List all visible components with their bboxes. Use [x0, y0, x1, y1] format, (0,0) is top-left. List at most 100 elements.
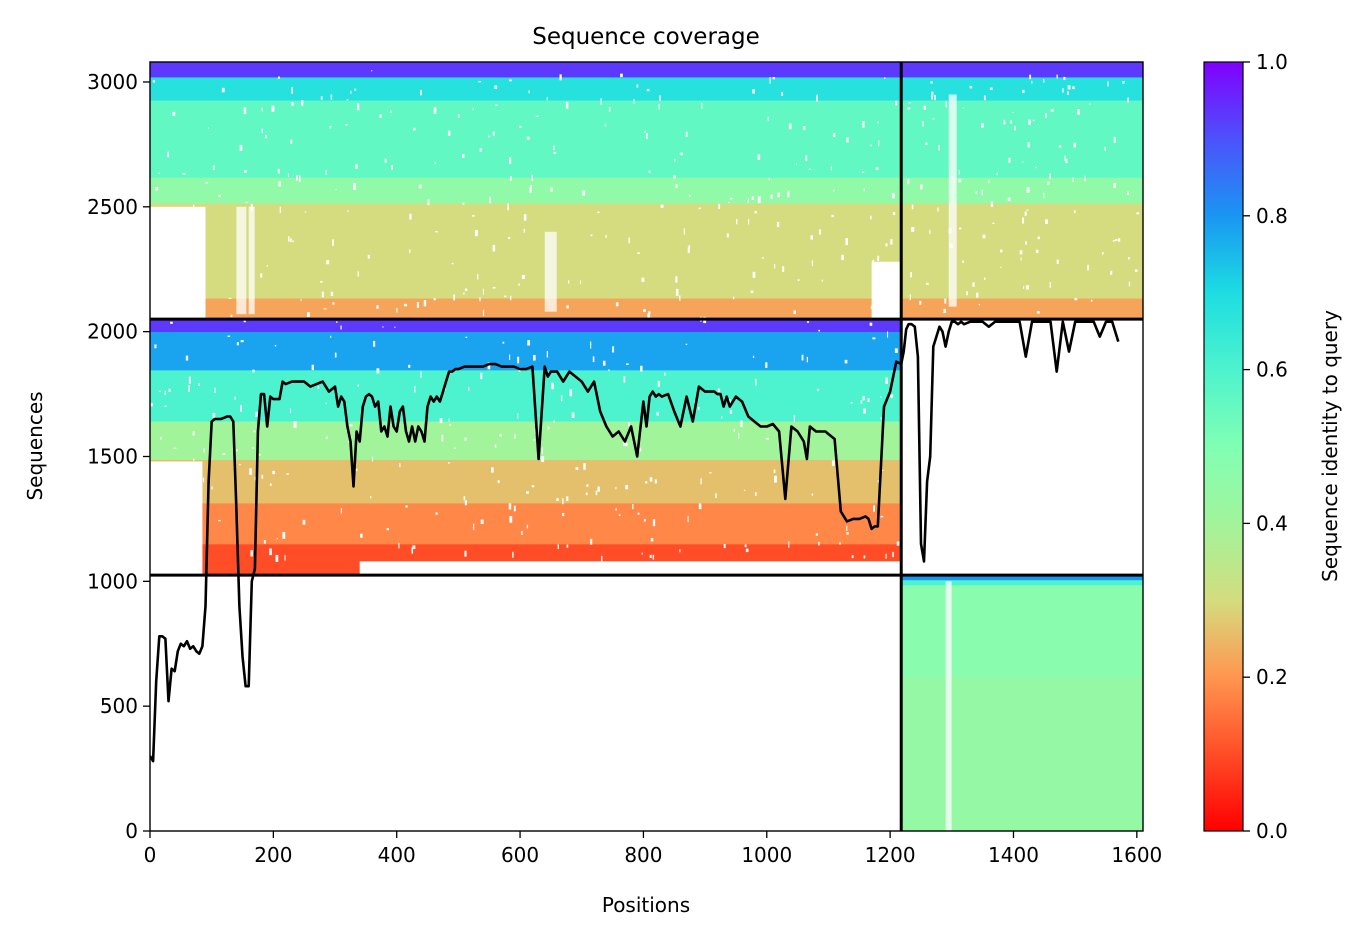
gap-speckle [355, 164, 358, 169]
gap-speckle [409, 213, 412, 220]
gap-speckle [547, 426, 550, 430]
gap-speckle [885, 377, 888, 385]
gap-speckle [423, 300, 427, 307]
gap-speckle [535, 115, 539, 117]
gap-speckle [367, 254, 370, 259]
gap-speckle [721, 415, 723, 419]
gap-speckle [560, 395, 563, 402]
gap-speckle [199, 253, 202, 260]
gap-speckle [566, 496, 569, 502]
gap-speckle [1022, 161, 1024, 163]
gap-speckle [937, 207, 939, 212]
gap-speckle [1113, 182, 1117, 188]
gap-speckle [290, 139, 293, 144]
gap-speckle [467, 387, 470, 391]
gap-speckle [464, 550, 467, 557]
gap-speckle [508, 157, 512, 164]
gap-speckle [202, 477, 205, 483]
gap-speckle [907, 107, 911, 110]
gap-speckle [885, 553, 887, 559]
gap-speckle [396, 307, 398, 313]
gap-speckle [885, 243, 888, 247]
gap-speckle [409, 249, 411, 254]
y-tick-label: 500 [100, 694, 138, 718]
heat-band [901, 575, 1143, 581]
gap-speckle [612, 346, 615, 353]
gap-speckle [646, 132, 648, 139]
gap-speckle [553, 145, 555, 151]
gap-speckle [992, 222, 995, 225]
gap-speckle [833, 132, 836, 138]
gap-speckle [989, 87, 993, 90]
gap-speckle [1022, 217, 1025, 224]
gap-speckle [448, 418, 450, 422]
gap-speckle [372, 456, 374, 462]
gap-speckle [527, 340, 531, 346]
gap-speckle [869, 322, 873, 326]
gap-speckle [890, 394, 894, 398]
gap-speckle [907, 178, 910, 185]
gap-speckle [845, 238, 848, 246]
gap-speckle [880, 515, 884, 518]
gap-speckle [875, 167, 879, 170]
y-axis-label: Sequences [23, 391, 47, 500]
gap-speckle [806, 321, 810, 323]
gap-speckle [394, 326, 396, 328]
gap-speckle [1073, 142, 1077, 148]
gap-speckle [416, 302, 419, 308]
heat-band [150, 503, 902, 545]
gap-speckle [673, 175, 676, 179]
gap-speckle [521, 275, 525, 280]
plot-frame [149, 61, 1144, 832]
gap-speckle [872, 259, 875, 263]
gap-speckle [926, 282, 929, 285]
gap-speckle [261, 128, 263, 134]
gap-speckle [250, 203, 253, 211]
gap-speckle [1024, 211, 1027, 216]
gap-speckle [508, 503, 512, 510]
gap-speckle [384, 158, 387, 163]
gap-speckle [595, 490, 598, 496]
gap-speckle [867, 398, 870, 403]
gap-speckle [449, 424, 452, 426]
gap-speckle [311, 364, 315, 371]
gap-speckle [164, 405, 167, 407]
gap-speckle [439, 417, 443, 424]
gap-speckle [376, 305, 379, 309]
gap-speckle [1049, 281, 1051, 288]
gap-speckle [155, 264, 158, 268]
gap-speckle [531, 174, 534, 181]
gap-speckle [240, 340, 244, 343]
gap-speckle [260, 273, 263, 278]
x-tick-label: 600 [501, 843, 539, 867]
gap-speckle [272, 470, 276, 475]
gap-speckle [608, 106, 611, 112]
gap-speckle [1067, 85, 1071, 90]
gap-speckle [269, 483, 272, 486]
gap-speckle [1012, 111, 1014, 113]
gap-speckle [1090, 299, 1093, 302]
gap-speckle [757, 154, 761, 160]
gap-stripe [544, 231, 557, 312]
gap-speckle [420, 371, 422, 378]
gap-speckle [480, 372, 483, 380]
gap-speckle [1087, 264, 1089, 271]
gap-speckle [243, 319, 246, 323]
heat-band [150, 370, 902, 423]
gap-speckle [571, 412, 575, 419]
gap-speckle [207, 127, 210, 129]
gap-speckle [983, 277, 986, 280]
gap-speckle [969, 85, 973, 89]
gap-speckle [983, 95, 986, 101]
gap-speckle [158, 172, 160, 175]
gap-speckle [252, 447, 255, 449]
gap-speckle [373, 340, 376, 347]
gap-speckle [1122, 81, 1125, 84]
gap-speckle [754, 210, 757, 214]
gap-speckle [637, 512, 640, 515]
gap-speckle [877, 480, 880, 483]
gap-speckle [752, 355, 755, 358]
gap-speckle [320, 96, 323, 100]
gap-speckle [625, 443, 628, 447]
gap-speckle [300, 299, 302, 301]
